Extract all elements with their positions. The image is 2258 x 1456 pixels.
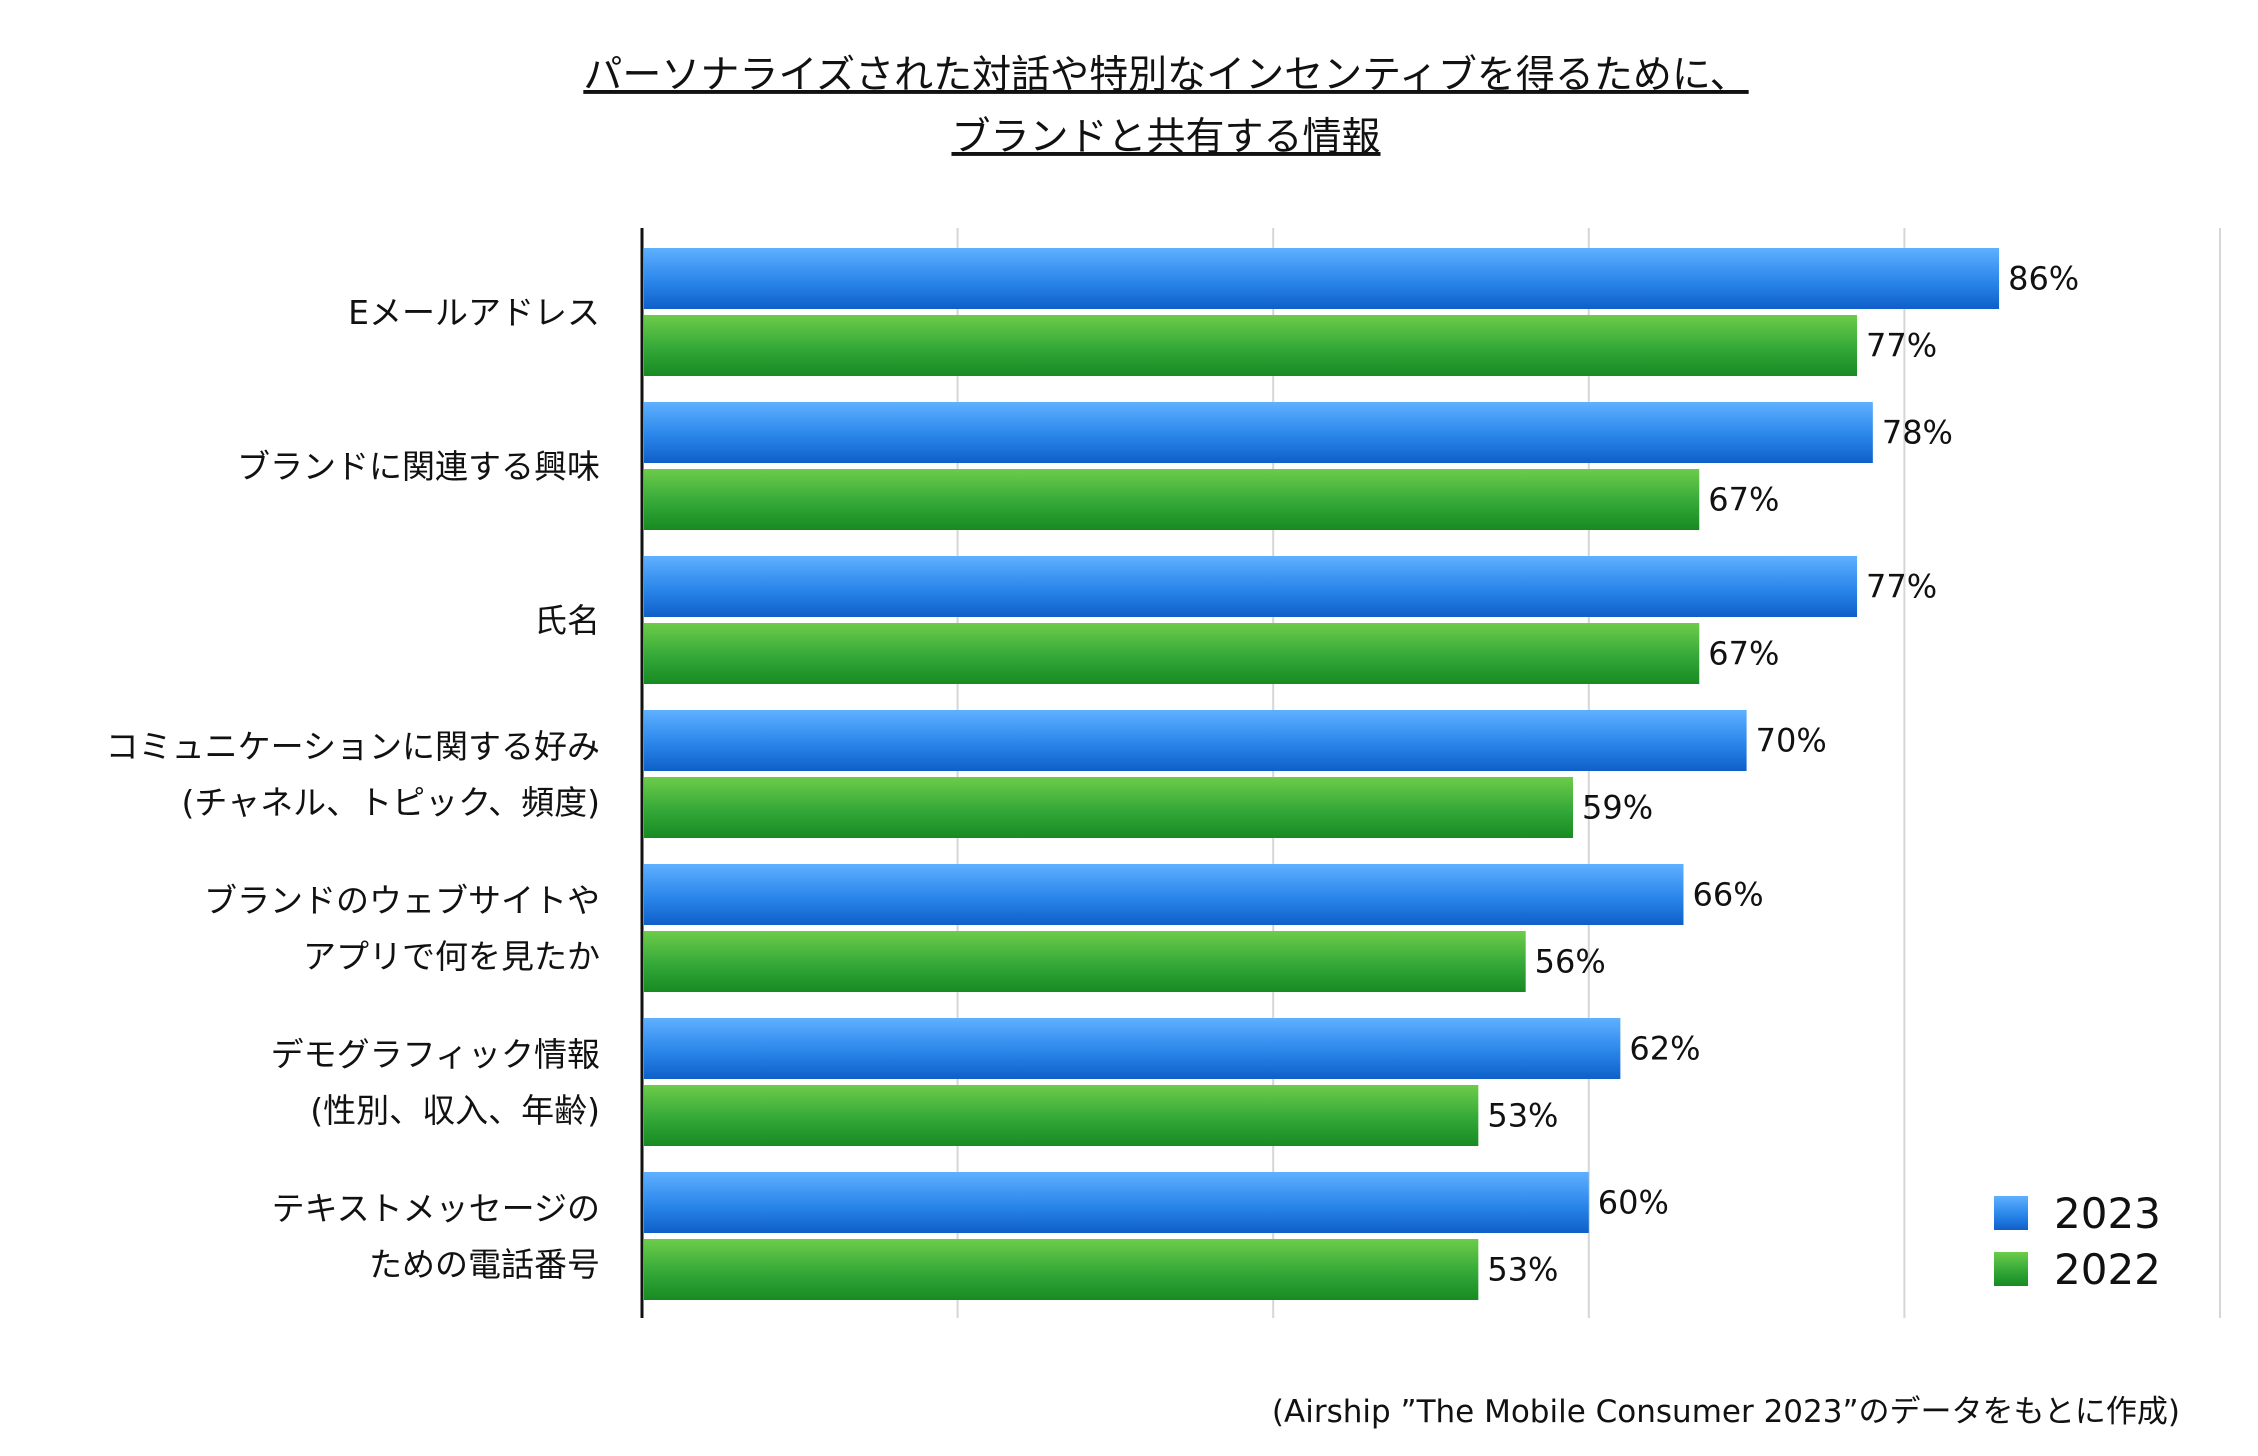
category-label-2-0: 氏名 [534, 601, 600, 640]
value-label-2022-1: 67% [1708, 481, 1779, 519]
value-label-2023-2: 77% [1866, 568, 1937, 606]
legend-swatch-2022 [1994, 1252, 2028, 1286]
value-label-2023-1: 78% [1882, 414, 1953, 452]
value-label-2023-6: 60% [1598, 1184, 1669, 1222]
legend-label-2023: 2023 [2054, 1189, 2161, 1238]
bar-2023-1 [644, 402, 1873, 463]
bar-2023-2 [644, 556, 1858, 617]
bar-2022-0 [644, 315, 1858, 376]
bar-2023-5 [644, 1018, 1621, 1079]
chart-title-line-2: ブランドと共有する情報 [951, 115, 1380, 160]
legend-swatch-2023 [1994, 1196, 2028, 1230]
bar-2022-5 [644, 1085, 1479, 1146]
value-label-2023-5: 62% [1629, 1030, 1700, 1068]
grid-lines [956, 228, 2221, 1318]
bar-2023-4 [644, 864, 1684, 925]
value-label-2023-4: 66% [1692, 876, 1763, 914]
category-label-4-0: ブランドのウェブサイトや [204, 881, 600, 920]
chart-title-line-1: パーソナライズされた対話や特別なインセンティブを得るために、 [583, 53, 1748, 98]
bar-2022-1 [644, 469, 1700, 530]
category-label-6-0: テキストメッセージの [272, 1189, 600, 1228]
bar-2022-2 [644, 623, 1700, 684]
value-label-2022-4: 56% [1535, 943, 1606, 981]
bar-2023-3 [644, 710, 1747, 771]
bar-2023-6 [644, 1172, 1589, 1233]
category-label-3-1: (チャネル、トピック、頻度) [182, 783, 600, 822]
source-note: (Airship ”The Mobile Consumer 2023”のデータを… [1272, 1394, 2180, 1430]
category-label-3-0: コミュニケーションに関する好み [106, 727, 600, 766]
value-label-2023-0: 86% [2008, 260, 2079, 298]
value-label-2022-0: 77% [1866, 327, 1937, 365]
bars: 86% 77% 78% 67% 77% 67% 70% 59% 66% 56% 62% 53% 60% 5… [644, 248, 2079, 1300]
legend-label-2022: 2022 [2054, 1245, 2161, 1294]
category-label-1-0: ブランドに関連する興味 [237, 447, 600, 486]
value-label-2022-2: 67% [1708, 635, 1779, 673]
bar-2022-3 [644, 777, 1574, 838]
bar-2022-4 [644, 931, 1526, 992]
category-label-5-1: (性別、収入、年齢) [310, 1091, 600, 1130]
category-label-4-1: アプリで何を見たか [303, 937, 600, 976]
category-label-6-1: ための電話番号 [369, 1245, 600, 1284]
value-label-2022-3: 59% [1582, 789, 1653, 827]
value-label-2023-3: 70% [1756, 722, 1827, 760]
bar-2023-0 [644, 248, 2000, 309]
value-label-2022-6: 53% [1487, 1251, 1558, 1289]
category-label-0-0: Eメールアドレス [348, 293, 600, 332]
legend: 2023 2022 [1994, 1189, 2161, 1294]
category-label-5-0: デモグラフィック情報 [271, 1035, 600, 1074]
bar-2022-6 [644, 1239, 1479, 1300]
value-label-2022-5: 53% [1487, 1097, 1558, 1135]
